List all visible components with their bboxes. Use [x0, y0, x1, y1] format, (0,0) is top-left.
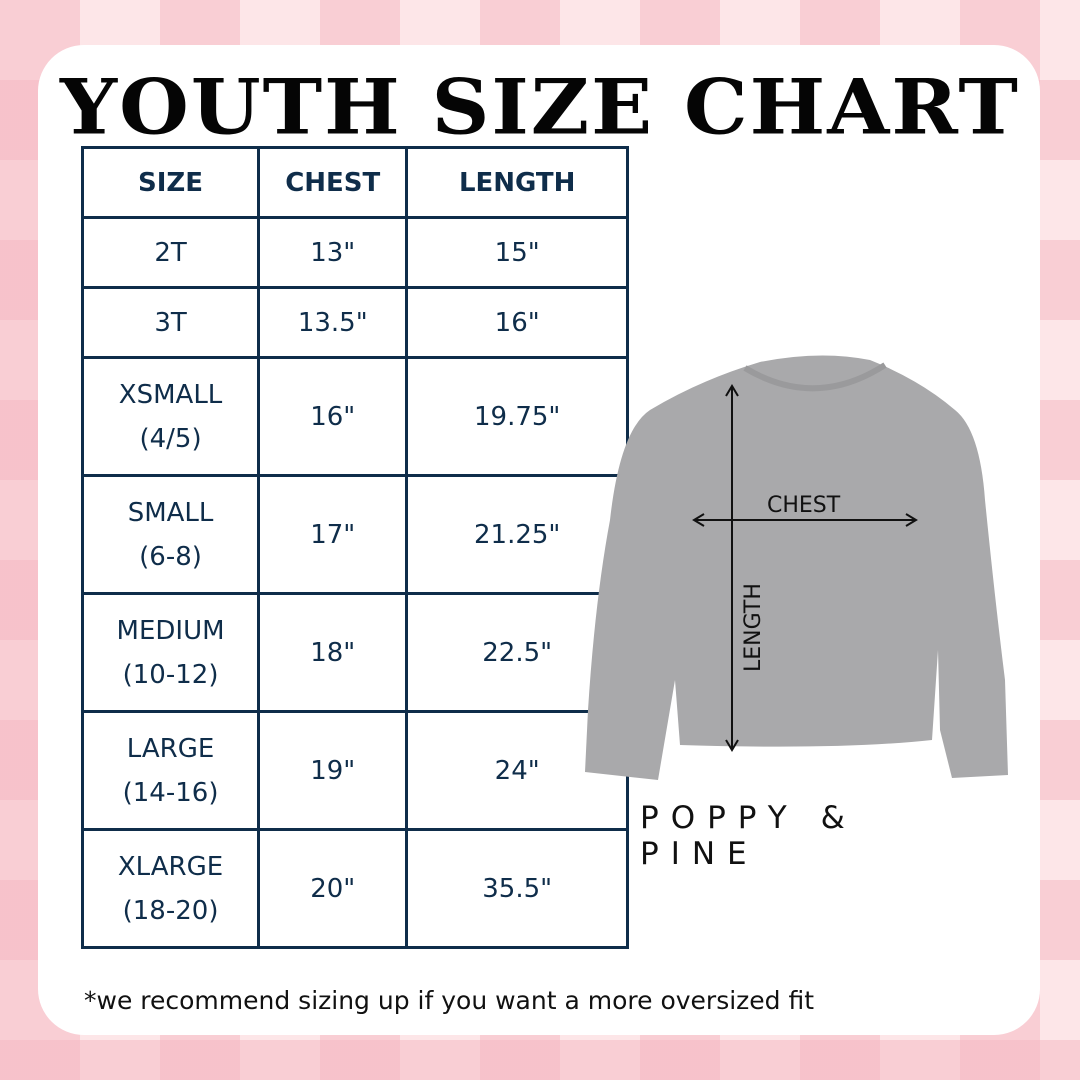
chest-cell: 16": [257, 356, 409, 477]
length-cell: 15": [405, 216, 629, 289]
size-cell: XLARGE (18-20): [80, 828, 261, 949]
length-cell: 16": [405, 286, 629, 359]
sizing-note: *we recommend sizing up if you want a mo…: [84, 986, 815, 1015]
size-range: (4/5): [139, 423, 202, 454]
length-cell: 35.5": [405, 828, 629, 949]
table-row: XSMALL (4/5) 16" 19.75": [80, 356, 629, 477]
size-cell: MEDIUM (10-12): [80, 592, 261, 713]
chest-cell: 19": [257, 710, 409, 831]
chest-cell: 17": [257, 474, 409, 595]
length-arrowheads: [725, 384, 739, 752]
size-label: XSMALL: [118, 379, 223, 410]
chest-arrowheads: [692, 513, 918, 527]
table-row: XLARGE (18-20) 20" 35.5": [80, 828, 629, 949]
size-cell: SMALL (6-8): [80, 474, 261, 595]
table-row: LARGE (14-16) 19" 24": [80, 710, 629, 831]
chest-cell: 20": [257, 828, 409, 949]
length-cell: 21.25": [405, 474, 629, 595]
length-label: LENGTH: [741, 583, 766, 672]
size-label: XLARGE: [117, 851, 224, 882]
header-chest: CHEST: [257, 146, 409, 219]
sweatshirt-image: [585, 355, 1008, 780]
chest-cell: 13": [257, 216, 409, 289]
table-row: 2T 13" 15": [80, 216, 629, 289]
size-label: MEDIUM: [116, 615, 225, 646]
table-row: MEDIUM (10-12) 18" 22.5": [80, 592, 629, 713]
chest-label: CHEST: [767, 493, 841, 518]
size-cell: 2T: [80, 216, 261, 289]
header-size: SIZE: [80, 146, 261, 219]
chest-cell: 18": [257, 592, 409, 713]
table-header-row: SIZE CHEST LENGTH: [80, 146, 629, 219]
size-cell: 3T: [80, 286, 261, 359]
size-range: (18-20): [122, 895, 219, 926]
sweatshirt-diagram: CHEST LENGTH: [585, 355, 1008, 780]
size-label: 3T: [154, 307, 187, 338]
header-length: LENGTH: [405, 146, 629, 219]
size-label: LARGE: [126, 733, 215, 764]
brand-logo: POPPY & PINE: [640, 800, 857, 872]
chest-cell: 13.5": [257, 286, 409, 359]
size-cell: XSMALL (4/5): [80, 356, 261, 477]
size-label: 2T: [154, 237, 187, 268]
size-cell: LARGE (14-16): [80, 710, 261, 831]
size-range: (10-12): [122, 659, 219, 690]
size-range: (6-8): [139, 541, 202, 572]
table-row: SMALL (6-8) 17" 21.25": [80, 474, 629, 595]
size-label: SMALL: [127, 497, 214, 528]
size-table: SIZE CHEST LENGTH 2T 13" 15" 3T 13.5" 16…: [80, 146, 629, 949]
collar: [743, 362, 887, 392]
table-row: 3T 13.5" 16": [80, 286, 629, 359]
length-cell: 19.75": [405, 356, 629, 477]
size-range: (14-16): [122, 777, 219, 808]
page-title: YOUTH SIZE CHART: [60, 62, 1020, 152]
